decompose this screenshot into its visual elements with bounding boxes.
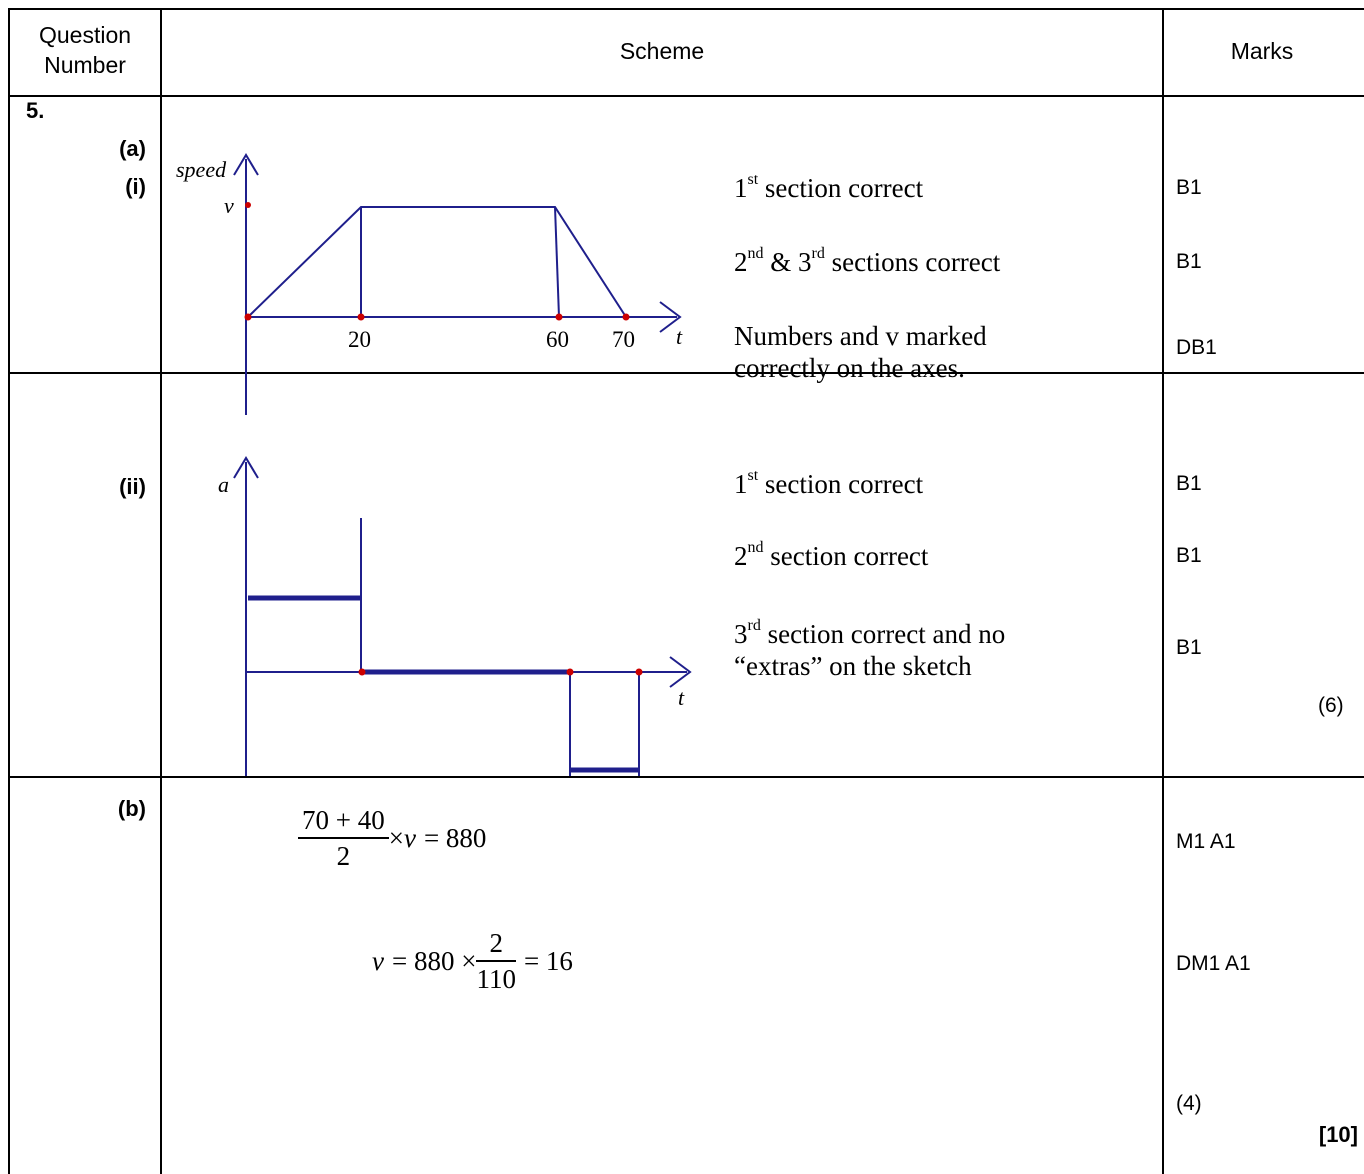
b-eq1-v: v — [403, 822, 416, 853]
speed-tick-60: 60 — [546, 327, 569, 352]
a-i-crit2-text: sections correct — [824, 247, 1001, 277]
speed-time-graph: speed v 20 60 70 t — [176, 153, 683, 415]
a-i-crit2-sup2: rd — [811, 245, 825, 262]
speed-trapezium — [247, 206, 627, 318]
a-i-mark-3: DB1 — [1176, 336, 1217, 359]
column-divider-1 — [160, 8, 162, 1174]
part-a-label: (a) — [119, 136, 146, 161]
b-eq1-rest: = 880 — [423, 822, 487, 853]
acceleration-time-graph: a t — [218, 456, 692, 776]
a-ii-crit3-text: section correct and no — [760, 619, 1006, 649]
accel-point-70 — [635, 668, 643, 676]
a-i-crit3-line1: Numbers and v marked — [734, 321, 987, 351]
b-mark-1: M1 A1 — [1176, 830, 1236, 853]
accel-point-60 — [566, 668, 574, 676]
a-i-mark-1: B1 — [1176, 176, 1202, 199]
speed-drop-line-60 — [554, 206, 560, 318]
a-i-crit3-line2: correctly on the axes. — [734, 353, 965, 383]
accel-x-axis-arrow — [669, 656, 692, 688]
header-scheme: Scheme — [619, 38, 705, 64]
speed-y-axis-arrow — [233, 153, 259, 176]
speed-point-60 — [555, 313, 563, 321]
a-ii-crit1-num: 1 — [734, 469, 748, 499]
a-i-crit2-sup1: nd — [747, 245, 764, 262]
speed-point-origin — [244, 313, 252, 321]
a-i-crit2-mid: & 3 — [763, 247, 812, 277]
b-eq2-denominator: 110 — [476, 964, 516, 994]
accel-y-label: a — [218, 472, 229, 497]
speed-point-v — [245, 202, 251, 208]
part-a-i-label: (i) — [125, 174, 146, 199]
b-eq2-lhs: = 880 × — [391, 945, 477, 976]
speed-tick-70: 70 — [612, 327, 635, 352]
speed-v-label: v — [224, 193, 234, 218]
a-ii-criterion-3: 3rd section correct and no “extras” on t… — [734, 618, 1005, 682]
part-b-label: (b) — [117, 796, 146, 821]
b-eq2-numerator: 2 — [476, 926, 516, 962]
a-ii-mark-3: B1 — [1176, 636, 1202, 659]
header-marks: Marks — [1230, 38, 1294, 64]
b-equation-2: v = 880 × 2 110 = 16 — [372, 926, 573, 996]
a-i-criterion-2: 2nd & 3rd sections correct — [734, 246, 1000, 278]
a-ii-crit1-text: section correct — [758, 469, 924, 499]
a-ii-mark-2: B1 — [1176, 544, 1202, 567]
row-a-i-bottom-border — [8, 372, 1364, 374]
speed-x-axis-arrow — [659, 301, 682, 333]
header-question-number: Question Number — [10, 20, 160, 80]
b-subtotal: (4) — [1176, 1092, 1202, 1115]
speed-y-label: speed — [176, 157, 227, 182]
a-ii-crit2-num: 2 — [734, 541, 748, 571]
a-ii-mark-1: B1 — [1176, 472, 1202, 495]
question-total: [10] — [1318, 1122, 1358, 1147]
question-number: 5. — [26, 98, 45, 123]
speed-point-20 — [357, 313, 365, 321]
a-ii-crit3-line1: 3rd section correct and no — [734, 618, 1005, 650]
a-i-criterion-3: Numbers and v marked correctly on the ax… — [734, 320, 987, 384]
b-eq2-rest: = 16 — [523, 945, 573, 976]
a-ii-criterion-1: 1st section correct — [734, 468, 923, 500]
a-ii-crit3-num: 3 — [734, 619, 748, 649]
accel-x-label: t — [678, 685, 685, 710]
a-i-crit1-sup: st — [747, 171, 759, 188]
accel-y-axis-arrow — [233, 456, 259, 479]
table-top-border — [8, 8, 1364, 10]
a-ii-criterion-2: 2nd section correct — [734, 540, 928, 572]
a-i-criterion-1: 1st section correct — [734, 172, 923, 204]
a-i-crit1-text: section correct — [758, 173, 924, 203]
a-ii-crit2-sup: nd — [747, 539, 764, 556]
column-divider-2 — [1162, 8, 1164, 1174]
speed-x-label: t — [676, 324, 683, 349]
accel-point-20 — [358, 668, 366, 676]
row-a-ii-bottom-border — [8, 776, 1364, 778]
b-eq1-denominator: 2 — [336, 841, 351, 871]
part-a-ii-label: (ii) — [119, 474, 146, 499]
b-eq1-times: × — [388, 822, 404, 853]
speed-tick-20: 20 — [348, 327, 371, 352]
a-ii-crit3-line2: “extras” on the sketch — [734, 651, 972, 681]
a-subtotal: (6) — [1318, 694, 1344, 717]
a-i-crit2-num1: 2 — [734, 247, 748, 277]
speed-point-70 — [622, 313, 630, 321]
a-ii-crit2-text: section correct — [763, 541, 929, 571]
b-eq1-fraction: 70 + 40 2 — [298, 803, 389, 873]
header-question-number-text: Question Number — [38, 22, 132, 78]
a-ii-crit3-sup: rd — [747, 617, 761, 634]
b-eq1-numerator: 70 + 40 — [298, 803, 389, 839]
b-mark-2: DM1 A1 — [1176, 952, 1251, 975]
a-ii-crit1-sup: st — [747, 467, 759, 484]
b-eq2-v: v — [372, 945, 384, 976]
table-left-border — [8, 8, 10, 1174]
b-eq2-fraction: 2 110 — [476, 926, 516, 996]
header-bottom-border — [8, 95, 1364, 97]
a-i-crit1-num: 1 — [734, 173, 748, 203]
b-equation-1: 70 + 40 2 × v = 880 — [298, 803, 486, 873]
a-i-mark-2: B1 — [1176, 250, 1202, 273]
